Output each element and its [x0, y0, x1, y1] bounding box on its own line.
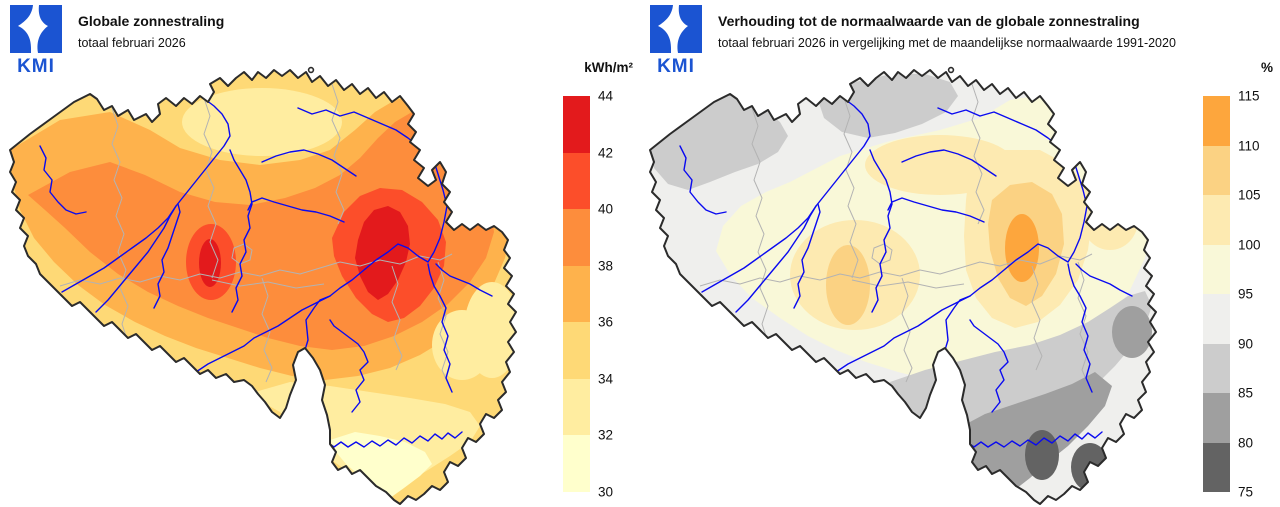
legend: 44 42 40 38 36 34 32 30	[563, 89, 643, 500]
legend-tick-label: 75	[1238, 484, 1254, 500]
belgium-map-ratio	[649, 66, 1157, 505]
legend-bar	[563, 96, 590, 493]
legend-tick-label: 85	[1238, 385, 1254, 401]
legend-bar	[1203, 96, 1230, 492]
legend-tick-label: 34	[598, 371, 614, 387]
kmi-logo-icon	[650, 5, 702, 53]
legend-tick-label: 95	[1238, 286, 1254, 302]
legend-swatch	[1203, 244, 1230, 294]
legend-swatch	[1203, 145, 1230, 195]
kmi-logo: KMI	[648, 5, 704, 76]
panel-global-radiation: KMI Globale zonnestraling totaal februar…	[8, 5, 643, 505]
legend-tick-label: 36	[598, 314, 614, 330]
legend-swatch	[563, 322, 590, 379]
legend-swatch	[563, 209, 590, 266]
legend-tick-label: 90	[1238, 336, 1254, 351]
belgium-map-radiation	[9, 66, 517, 505]
legend-swatch	[1203, 442, 1230, 492]
legend-tick-label: 110	[1238, 138, 1260, 153]
legend-swatch	[1203, 343, 1230, 393]
panel-ratio-to-normal: KMI Verhouding tot de normaalwaarde van …	[640, 0, 1280, 507]
legend-swatch	[1203, 96, 1230, 146]
legend-tick-label: 115	[1238, 88, 1260, 104]
legend-tick-label: 40	[598, 201, 614, 217]
legend-swatch	[563, 378, 590, 436]
legend-tick-label: 32	[598, 427, 614, 443]
legend-unit-label: kWh/m²	[584, 60, 633, 75]
map-title: Verhouding tot de normaalwaarde van de g…	[718, 13, 1140, 29]
map-subtitle: totaal februari 2026	[78, 36, 186, 50]
legend-tick-label: 105	[1238, 187, 1261, 203]
legend-ticks: 115 110 105 100 95 90 85 80 75	[1238, 89, 1280, 500]
legend-tick-label: 42	[598, 145, 614, 161]
legend-ticks: 44 42 40 38 36 34 32 30	[598, 89, 643, 500]
radiation-contours	[10, 70, 516, 504]
ratio-contours	[650, 70, 1156, 504]
legend-swatch	[563, 96, 590, 153]
map-title: Globale zonnestraling	[78, 13, 225, 29]
legend-tick-label: 44	[598, 88, 614, 104]
legend-swatch	[563, 265, 590, 323]
legend-unit-label: %	[1260, 60, 1273, 75]
legend-tick-label: 30	[598, 484, 614, 500]
legend-tick-label: 80	[1238, 435, 1254, 450]
legend-tick-label: 38	[598, 258, 614, 274]
legend: 115 110 105 100 95 90 85 80 75	[1203, 89, 1280, 500]
kmi-logo-icon	[10, 5, 62, 53]
kmi-logo-text: KMI	[17, 56, 55, 77]
kmi-logo-text: KMI	[657, 56, 695, 77]
legend-swatch	[1203, 195, 1230, 245]
legend-swatch	[563, 152, 590, 210]
baarle-hertog-enclave	[307, 66, 315, 74]
legend-swatch	[563, 435, 590, 493]
legend-swatch	[1203, 393, 1230, 443]
kmi-logo: KMI	[8, 5, 64, 76]
legend-swatch	[1203, 294, 1230, 344]
map-subtitle: totaal februari 2026 in vergelijking met…	[718, 36, 1176, 50]
baarle-hertog-enclave	[947, 66, 955, 74]
legend-tick-label: 100	[1238, 237, 1261, 252]
